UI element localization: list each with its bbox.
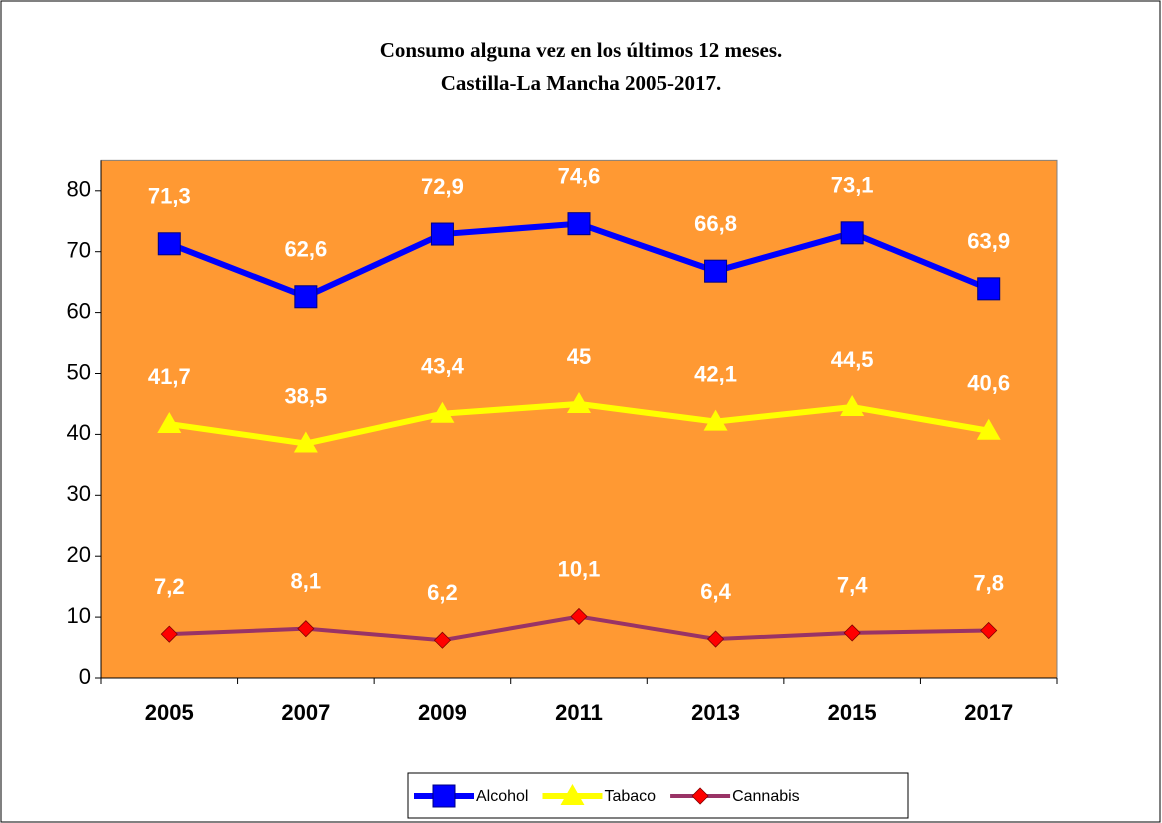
marker bbox=[840, 394, 865, 416]
marker bbox=[560, 784, 585, 805]
data-label: 41,7 bbox=[148, 364, 191, 389]
marker bbox=[160, 625, 178, 643]
y-tick-label: 50 bbox=[67, 359, 91, 384]
marker bbox=[977, 277, 1001, 301]
x-tick-label: 2007 bbox=[281, 700, 330, 725]
marker bbox=[432, 784, 456, 808]
marker bbox=[294, 285, 318, 309]
x-tick-label: 2015 bbox=[828, 700, 877, 725]
data-label: 10,1 bbox=[558, 556, 601, 581]
legend: Alcohol Tabaco Cannabis bbox=[407, 772, 909, 819]
marker bbox=[691, 787, 709, 805]
marker bbox=[293, 431, 318, 453]
y-tick-label: 60 bbox=[67, 298, 91, 323]
data-label: 45 bbox=[567, 344, 591, 369]
data-label: 6,2 bbox=[427, 580, 458, 605]
chart-subtitle: Castilla-La Mancha 2005-2017. bbox=[441, 71, 722, 95]
legend-label: Alcohol bbox=[476, 788, 528, 805]
marker bbox=[843, 624, 861, 642]
legend-box bbox=[407, 772, 909, 819]
data-label: 71,3 bbox=[148, 184, 191, 209]
marker bbox=[297, 620, 315, 638]
data-label: 62,6 bbox=[284, 237, 327, 262]
chart-title: Consumo alguna vez en los últimos 12 mes… bbox=[380, 38, 783, 62]
data-label: 74,6 bbox=[558, 163, 601, 188]
marker bbox=[567, 391, 591, 413]
marker bbox=[157, 232, 181, 256]
data-label: 43,4 bbox=[421, 354, 465, 379]
legend-label: Tabaco bbox=[604, 788, 656, 805]
marker bbox=[704, 259, 728, 283]
data-label: 8,1 bbox=[291, 568, 322, 593]
data-label: 42,1 bbox=[694, 361, 737, 386]
data-label: 6,4 bbox=[700, 579, 731, 604]
data-label: 73,1 bbox=[831, 173, 874, 198]
data-label: 40,6 bbox=[967, 371, 1010, 396]
marker bbox=[433, 631, 451, 649]
data-label: 7,4 bbox=[837, 573, 868, 598]
y-tick-label: 40 bbox=[67, 420, 91, 445]
data-label: 66,8 bbox=[694, 211, 737, 236]
data-label: 72,9 bbox=[421, 174, 464, 199]
data-label: 44,5 bbox=[831, 347, 874, 372]
y-tick-label: 10 bbox=[67, 603, 91, 628]
data-label: 7,8 bbox=[973, 570, 1004, 595]
x-tick-label: 2017 bbox=[964, 700, 1013, 725]
marker bbox=[430, 401, 455, 423]
marker bbox=[703, 409, 728, 431]
y-tick-label: 0 bbox=[79, 664, 91, 689]
marker bbox=[840, 221, 864, 245]
marker bbox=[707, 630, 725, 648]
x-tick-label: 2013 bbox=[691, 700, 740, 725]
x-tick-label: 2009 bbox=[418, 700, 467, 725]
marker bbox=[980, 621, 998, 640]
marker bbox=[570, 607, 588, 626]
data-label: 63,9 bbox=[967, 229, 1010, 254]
marker bbox=[567, 212, 591, 236]
y-tick-label: 70 bbox=[67, 238, 91, 263]
x-tick-label: 2005 bbox=[145, 700, 194, 725]
marker bbox=[157, 412, 182, 434]
y-tick-label: 80 bbox=[67, 177, 91, 202]
data-label: 7,2 bbox=[154, 574, 185, 599]
data-label: 38,5 bbox=[284, 383, 327, 408]
y-tick-label: 20 bbox=[67, 542, 91, 567]
x-tick-label: 2011 bbox=[555, 700, 603, 725]
y-tick-label: 30 bbox=[67, 481, 91, 506]
legend-label: Cannabis bbox=[732, 788, 800, 805]
marker bbox=[976, 418, 1001, 440]
marker bbox=[430, 222, 454, 246]
plot-area bbox=[100, 159, 1058, 679]
